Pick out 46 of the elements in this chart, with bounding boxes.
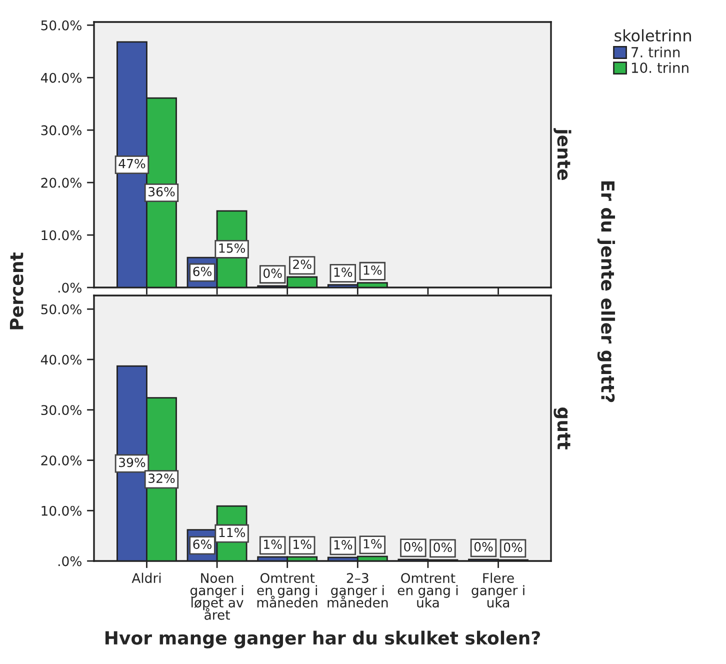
data-label: 1% xyxy=(364,539,382,548)
y-tick-label: 10.0% xyxy=(42,506,82,516)
data-label: 0% xyxy=(504,542,522,552)
data-label: 0% xyxy=(263,268,282,278)
data-label: 32% xyxy=(148,474,175,484)
legend-title: skoletrinn xyxy=(614,29,691,42)
y-tick-label: 40.0% xyxy=(40,72,82,83)
legend-label: 7. trinn xyxy=(632,46,680,58)
data-label: 2% xyxy=(293,260,312,270)
data-label: 47% xyxy=(118,158,146,168)
y-tick-label: 30.0% xyxy=(41,405,82,416)
x-tick-label: Omtrent en gang i måneden xyxy=(257,573,318,608)
data-label: 0% xyxy=(434,542,452,552)
x-tick-label: 2–3 ganger i måneden xyxy=(328,573,388,608)
data-label: 15% xyxy=(219,243,246,253)
x-tick-label: Omtrent en gang i uka xyxy=(398,573,458,608)
y-tick-label: 50.0% xyxy=(41,304,82,314)
data-label: 1% xyxy=(334,540,352,550)
y-tick-label: 20.0% xyxy=(41,178,82,188)
data-label: 6% xyxy=(193,540,212,550)
text: jente xyxy=(554,128,572,180)
data-label: 11% xyxy=(219,528,246,538)
data-label: 1% xyxy=(334,267,352,277)
text: gutt xyxy=(554,408,570,450)
x-tick-label: Flere ganger i uka xyxy=(472,572,524,608)
x-tick-label: Aldri xyxy=(132,572,161,584)
y-tick-label: 30.0% xyxy=(41,125,82,136)
y-tick-label: 40.0% xyxy=(40,354,82,365)
data-label: 0% xyxy=(404,542,422,552)
y-axis-title: Percent xyxy=(10,252,24,330)
data-label: 39% xyxy=(119,458,146,468)
data-label: 1% xyxy=(364,265,382,275)
data-label: 36% xyxy=(148,186,175,196)
data-label: 6% xyxy=(193,266,212,276)
y-tick-label: 20.0% xyxy=(41,455,82,466)
x-tick-label: Noen ganger i løpet av året xyxy=(190,573,244,620)
y-tick-label: .0% xyxy=(58,556,82,566)
data-label: 0% xyxy=(474,542,493,552)
data-label: 1% xyxy=(294,540,312,549)
data-label: 1% xyxy=(264,540,282,549)
x-axis-title: Hvor mange ganger har du skulket skolen? xyxy=(105,630,540,648)
y-tick-label: .0% xyxy=(58,282,82,293)
legend-label: 10. trinn xyxy=(632,62,688,74)
y2-axis-title: Er du jente eller gutt? xyxy=(597,181,616,402)
y-tick-label: 10.0% xyxy=(42,230,82,240)
y-tick-label: 50.0% xyxy=(41,20,82,30)
